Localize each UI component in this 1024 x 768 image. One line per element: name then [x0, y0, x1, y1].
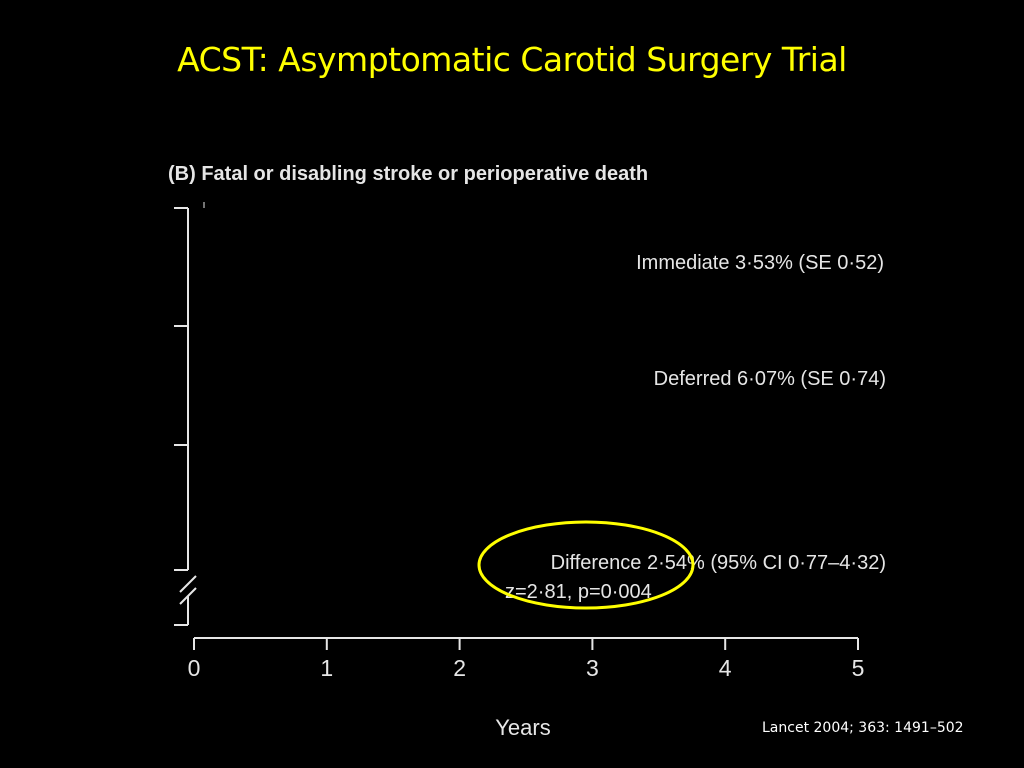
- x-tick-label: 4: [719, 655, 732, 681]
- y-axis: [174, 202, 205, 626]
- x-tick-label: 3: [586, 655, 599, 681]
- annotation-deferred: Deferred 6·07% (SE 0·74): [654, 368, 886, 390]
- x-axis-label: Years: [495, 715, 550, 740]
- annotation-stats: z=2·81, p=0·004: [505, 581, 652, 603]
- chart-title: (B) Fatal or disabling stroke or periope…: [168, 163, 648, 185]
- highlight-ellipse: [477, 520, 695, 610]
- x-tick-labels: 0 1 2 3 4 5: [188, 655, 865, 681]
- annotation-difference: Difference 2·54% (95% CI 0·77–4·32): [551, 552, 886, 574]
- slide-title: ACST: Asymptomatic Carotid Surgery Trial: [177, 40, 847, 79]
- x-tick-label: 2: [453, 655, 466, 681]
- x-tick-label: 5: [852, 655, 865, 681]
- annotations: Immediate 3·53% (SE 0·52) Deferred 6·07% …: [505, 252, 886, 603]
- x-tick-label: 1: [320, 655, 333, 681]
- citation: Lancet 2004; 363: 1491–502: [762, 720, 964, 736]
- axis-break-mark: [179, 587, 197, 605]
- x-ticks: [193, 638, 859, 650]
- axis-break-mark: [179, 575, 197, 593]
- x-tick-label: 0: [188, 655, 201, 681]
- annotation-immediate: Immediate 3·53% (SE 0·52): [636, 252, 884, 274]
